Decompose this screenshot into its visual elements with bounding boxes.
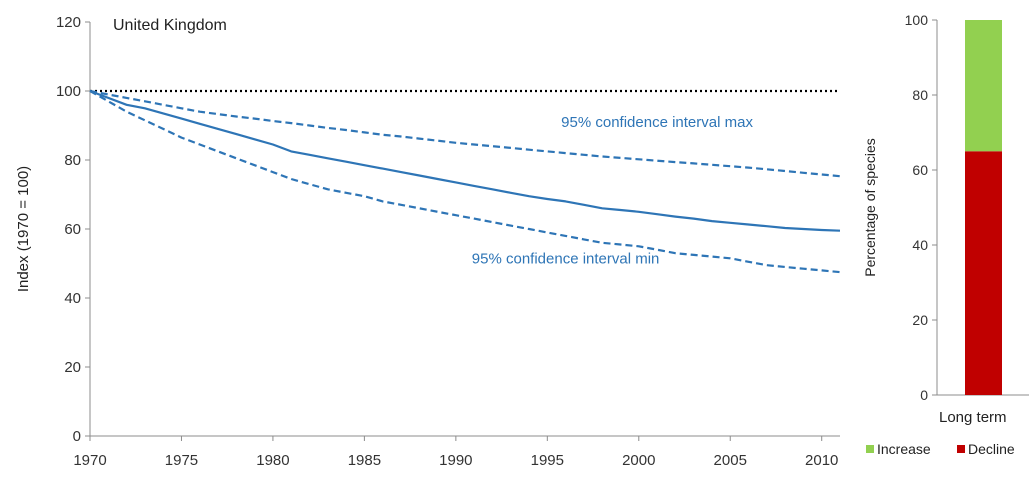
x-tick-label: 1985 [348,452,381,469]
bar-y-tick-label: 80 [912,87,928,103]
bar-segment-decline [965,151,1002,395]
x-tick-label: 1995 [531,452,564,469]
line-chart: 0 20 40 60 80 100 120 1970 1975 1980 1985 1990 1995 2… [15,14,840,469]
y-tick-label: 40 [64,290,81,307]
annotation-ci-max: 95% confidence interval max [561,114,753,131]
bar-segment-increase [965,20,1002,151]
y-tick-label: 100 [56,83,81,100]
legend-label-increase: Increase [877,441,931,457]
x-tick-label: 2005 [714,452,747,469]
y-axis-label: Index (1970 = 100) [15,166,32,292]
bar-y-axis-label: Percentage of species [862,138,878,277]
x-tick-label: 2000 [622,452,655,469]
x-tick-label: 1990 [439,452,472,469]
bar-y-tick-label: 100 [905,12,929,28]
bar-y-tick-label: 40 [912,237,928,253]
bar-legend: Increase Decline [866,441,1015,457]
bar-y-tick-label: 60 [912,162,928,178]
annotation-ci-min: 95% confidence interval min [472,251,660,268]
y-tick-label: 20 [64,359,81,376]
legend-label-decline: Decline [968,441,1015,457]
x-tick-label: 1970 [73,452,106,469]
x-tick-label: 1980 [256,452,289,469]
series-line-upper [90,91,840,176]
bar-y-tick-label: 0 [920,387,928,403]
legend-swatch-increase [866,445,874,453]
stacked-bar-chart: 0 20 40 60 80 100 Long term Percentage of speci… [862,12,1029,457]
y-tick-label: 120 [56,14,81,31]
legend-swatch-decline [957,445,965,453]
bar-category-label: Long term [939,409,1007,426]
x-tick-label: 1975 [165,452,198,469]
y-tick-label: 60 [64,221,81,238]
x-tick-label: 2010 [805,452,838,469]
y-tick-label: 80 [64,152,81,169]
bar-y-tick-label: 20 [912,312,928,328]
chart-title: United Kingdom [113,17,227,34]
y-tick-label: 0 [73,428,81,445]
